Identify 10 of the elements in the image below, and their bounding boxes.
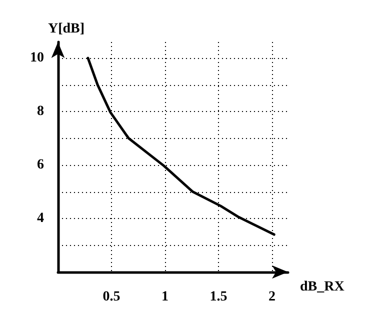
y-tick-label: 4 [37, 211, 44, 226]
y-tick-label: 10 [30, 50, 44, 66]
x-tick-label: 2 [268, 290, 276, 304]
y-tick-label: 8 [37, 104, 44, 120]
x-tick-label: 1.5 [210, 290, 228, 304]
x-axis-title: dB_RX [300, 280, 344, 294]
y-tick-label: 6 [37, 158, 44, 173]
x-tick-label: 0.5 [102, 290, 120, 304]
x-tick-label: 1 [161, 290, 168, 304]
y-axis-title: Y[dB] [48, 22, 85, 36]
